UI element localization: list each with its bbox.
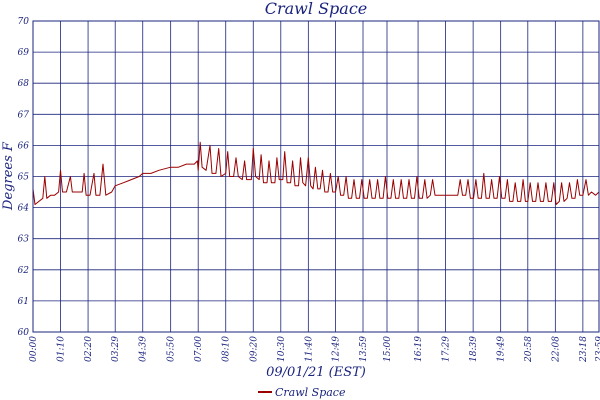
y-axis-ticks: 60 61 62 63 64 65 66 67 68 69 70 (18, 17, 30, 338)
y-tick-label: 64 (18, 204, 30, 214)
x-tick-label: 11:40 (304, 336, 314, 362)
x-axis-label: 09/01/21 (EST) (266, 365, 366, 380)
x-tick-label: 19:49 (497, 336, 507, 362)
x-tick-label: 23:18 (579, 336, 589, 363)
x-tick-label: 20:58 (524, 336, 534, 363)
series-layer (32, 141, 600, 205)
x-tick-label: 02:20 (84, 336, 94, 362)
y-tick-label: 63 (18, 235, 30, 245)
x-tick-label: 23:59 (595, 336, 600, 363)
x-tick-label: 01:10 (57, 336, 67, 362)
series-line-0 (32, 141, 600, 205)
legend: Crawl Space (258, 386, 346, 399)
y-tick-label: 66 (18, 141, 30, 151)
y-tick-label: 67 (18, 110, 30, 120)
y-tick-label: 68 (18, 79, 30, 89)
x-tick-label: 10:30 (277, 336, 287, 362)
chart-title: Crawl Space (265, 0, 368, 18)
x-tick-label: 17:29 (442, 336, 452, 362)
x-tick-label: 22:08 (551, 336, 561, 363)
y-tick-label: 69 (18, 48, 30, 58)
y-tick-label: 61 (18, 297, 29, 307)
x-tick-label: 15:00 (383, 336, 393, 362)
y-tick-label: 62 (18, 266, 30, 276)
x-tick-label: 18:39 (469, 336, 479, 362)
x-tick-label: 09:20 (249, 336, 259, 362)
x-tick-label: 00:00 (29, 336, 39, 362)
x-tick-label: 16:19 (414, 336, 424, 362)
y-tick-label: 60 (18, 328, 30, 338)
x-tick-label: 08:10 (222, 336, 232, 362)
y-axis-label: Degrees F (1, 141, 16, 211)
x-tick-label: 12:49 (331, 336, 341, 362)
x-tick-label: 05:50 (167, 336, 177, 362)
y-tick-label: 70 (18, 17, 30, 27)
y-tick-label: 65 (18, 173, 30, 183)
x-tick-label: 03:29 (111, 336, 121, 362)
x-tick-label: 07:00 (194, 336, 204, 362)
plot-frame (32, 20, 600, 333)
legend-label: Crawl Space (275, 386, 346, 399)
x-axis-ticks: 00:00 01:10 02:20 03:29 04:39 05:50 07:00 08:10… (29, 336, 600, 363)
x-tick-label: 04:39 (139, 336, 149, 362)
x-tick-label: 13:59 (359, 336, 369, 362)
